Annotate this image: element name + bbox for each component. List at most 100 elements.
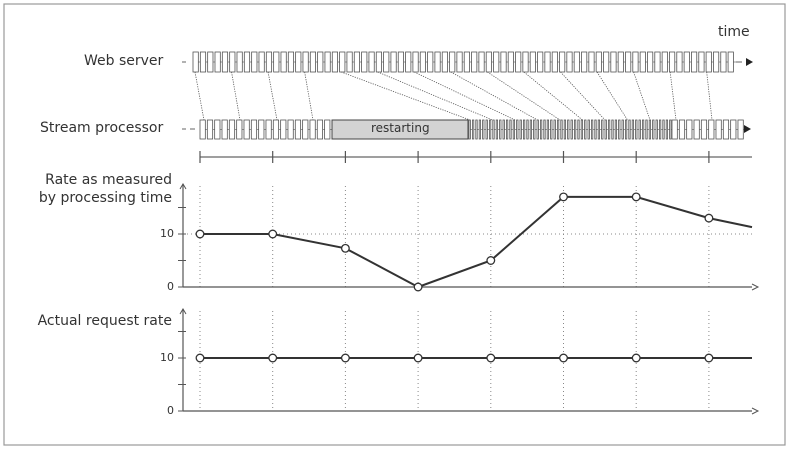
stream-processor-catchup-message-box (557, 119, 560, 140)
stream-processor-catchup-message-box (523, 119, 526, 140)
stream-processor-catchup-message-box (509, 119, 512, 140)
chart1-data-point (340, 243, 350, 253)
web-server-message-box (383, 51, 390, 73)
stream-processor-catchup-message-box (625, 119, 628, 140)
stream-processor-catchup-message-box (638, 119, 641, 140)
web-server-message-box (537, 51, 544, 73)
stream-processor-catchup-message-box (659, 119, 662, 140)
web-server-message-box (353, 51, 360, 73)
frame (3, 3, 786, 446)
stream-processor-message-box (671, 119, 678, 140)
web-server-message-box (295, 51, 302, 73)
stream-processor-message-box (214, 119, 221, 140)
stream-processor-catchup-message-box (611, 119, 614, 140)
stream-processor-catchup-message-box (669, 119, 672, 140)
web-server-message-box (566, 51, 573, 73)
stream-processor-catchup-message-box (519, 119, 522, 140)
connector-line (194, 71, 205, 121)
chart1-data-point (631, 192, 641, 202)
web-server-message-box (500, 51, 507, 73)
web-server-message-box (456, 51, 463, 73)
web-server-label: Web server (84, 53, 164, 69)
stream-processor-message-box (265, 119, 272, 140)
web-server-message-box (199, 51, 207, 73)
web-server-message-box (229, 51, 236, 73)
connector-line (341, 71, 471, 121)
web-server-message-box (698, 51, 705, 73)
web-server-message-box (287, 51, 295, 73)
web-server-message-box (478, 51, 485, 73)
web-server-message-box (243, 51, 251, 73)
connector-line (487, 71, 561, 121)
stream-processor-message-box (693, 119, 700, 140)
stream-processor-catchup-message-box (543, 119, 546, 140)
stream-processor-catchup-message-box (471, 119, 475, 140)
web-server-message-box (654, 51, 661, 73)
connector-line (414, 71, 516, 121)
stream-processor-catchup-message-box (482, 119, 485, 140)
web-server-message-box (375, 51, 382, 73)
stream-processor-catchup-message-box (621, 119, 624, 140)
web-server-message-box (463, 51, 470, 73)
web-server-message-box (493, 51, 500, 73)
stream-processor-catchup-message-box (533, 119, 536, 140)
web-server-message-box (221, 51, 229, 73)
chart1-title-line2: by processing time (38, 190, 172, 206)
stream-processor-catchup-message-box (645, 119, 648, 140)
stream-processor-message-box (287, 119, 294, 140)
stream-processor-message-box (272, 119, 280, 140)
stream-processor-message-box (686, 119, 693, 140)
stream-processor-catchup-message-box (628, 119, 631, 140)
chart2-data-point (559, 353, 568, 363)
web-server-message-box (727, 51, 734, 73)
web-server-message-box (551, 51, 558, 73)
stream-processor-catchup-message-box (570, 119, 573, 140)
stream-processor-catchup-message-box (662, 119, 665, 140)
stream-processor-catchup-message-box (635, 119, 638, 140)
stream-processor-catchup-message-box (567, 119, 570, 140)
chart1-data-point (704, 213, 714, 223)
chart2-data-point (631, 353, 641, 363)
web-server-message-box (368, 51, 375, 73)
stream-processor-catchup-message-box (587, 119, 590, 140)
restarting-label: restarting (371, 121, 430, 135)
chart1-data-point (413, 282, 423, 292)
stream-processor-catchup-message-box (584, 119, 587, 140)
stream-processor-catchup-message-box (499, 119, 502, 140)
connector-line (267, 71, 278, 121)
stream-processor-catchup-message-box (478, 119, 482, 140)
stream-processor-message-box (236, 119, 243, 140)
stream-processor-catchup-message-box (516, 119, 519, 140)
web-server-message-box (544, 51, 551, 73)
chart2-data-point (486, 353, 496, 363)
web-server-message-box (324, 51, 331, 73)
web-server-message-box (647, 51, 654, 73)
stream-processor-message-box (730, 119, 737, 140)
web-server-message-box (471, 51, 478, 73)
web-server-message-box (419, 51, 426, 73)
stream-processor-message-box (243, 119, 250, 140)
stream-processor-message-box (737, 119, 744, 140)
stream-processor-catchup-message-box (604, 119, 607, 140)
web-server-message-box (595, 51, 602, 73)
web-server-message-box (669, 51, 676, 73)
web-server-message-box (302, 51, 309, 73)
stream-processor-message-box (206, 119, 214, 140)
stream-arrow-icon (744, 125, 751, 133)
connector-line (523, 71, 583, 121)
web-server-message-box (676, 51, 683, 73)
stream-processor-catchup-message-box (580, 119, 584, 140)
stream-processor-catchup-message-box (553, 119, 556, 140)
web-server-message-box (529, 51, 536, 73)
stream-processor-catchup-message-box (665, 119, 669, 140)
web-server-message-box (346, 51, 353, 73)
web-server-message-box (588, 51, 595, 73)
stream-processor-message-box (678, 119, 686, 140)
web-server-message-box (207, 51, 214, 73)
web-server-message-box (683, 51, 690, 73)
stream-processor-catchup-message-box (648, 119, 652, 140)
chart1-series-line (200, 195, 753, 289)
stream-processor-message-box (280, 119, 287, 140)
